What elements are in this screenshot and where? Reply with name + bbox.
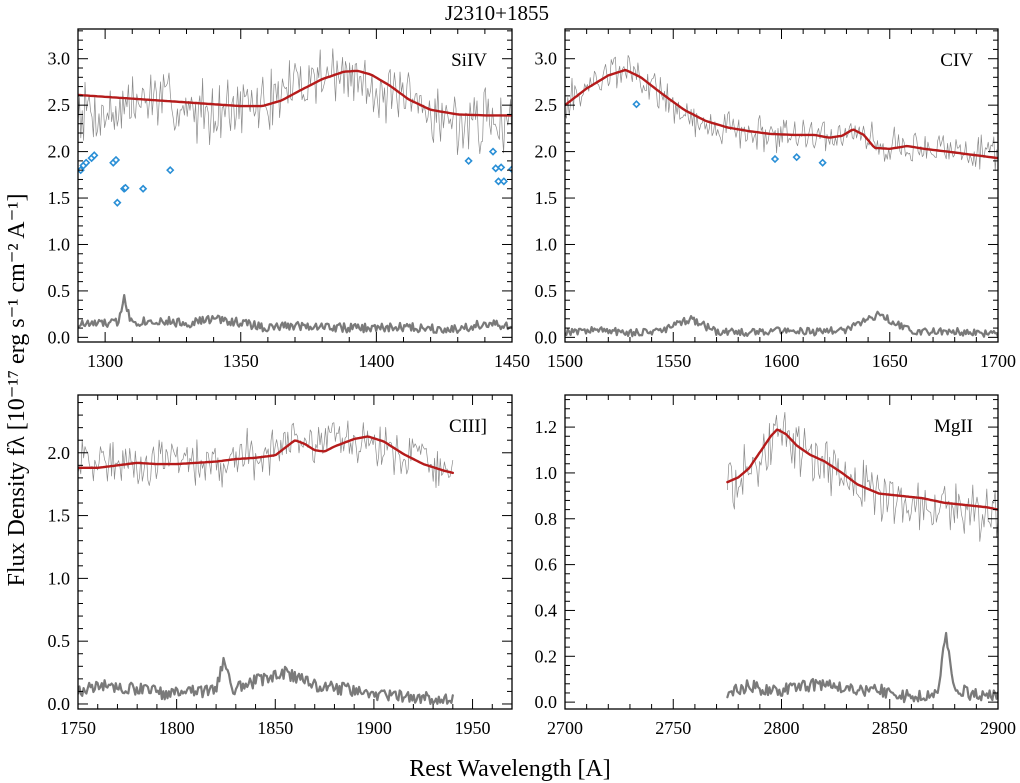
x-tick-label-civ: 1700 [980, 351, 1016, 371]
y-tick-label-mgii: 0.4 [535, 600, 558, 620]
y-tick-label-siiv: 1.0 [48, 234, 71, 254]
siiv-masked-point [499, 177, 508, 186]
panel-ciii: 1750 1800 1850 1900 1950 0.0 0.5 1.0 1.5 2.0 CIII] [48, 394, 513, 738]
x-tick-label-civ: 1500 [547, 351, 583, 371]
x-tick-label-mgii: 2900 [980, 718, 1016, 738]
siiv-masked-point [113, 198, 122, 207]
siiv-spectrum-line [78, 48, 512, 156]
y-tick-label-civ: 1.0 [535, 234, 558, 254]
y-tick-label-mgii: 0.6 [535, 555, 558, 575]
plot-area-mgii [726, 411, 998, 704]
y-tick-label-ciii: 1.0 [48, 568, 71, 588]
y-tick-label-civ: 0.0 [535, 327, 558, 347]
x-tick-label-civ: 1600 [764, 351, 800, 371]
y-tick-label-civ: 0.5 [535, 281, 558, 301]
panel-label-civ: CIV [940, 50, 973, 71]
y-axis-label: Flux Density fλ [10⁻¹⁷ erg s⁻¹ cm⁻² A⁻¹] [4, 194, 30, 587]
siiv-masked-point [111, 155, 121, 165]
y-tick-label-siiv: 0.0 [48, 327, 71, 347]
plot-area-ciii [78, 420, 454, 706]
panel-frame-civ [564, 28, 999, 343]
y-tick-label-ciii: 0.0 [48, 694, 71, 714]
y-tick-label-siiv: 3.0 [48, 49, 71, 69]
siiv-masked-point [90, 151, 99, 160]
siiv-error-line [78, 294, 512, 334]
y-tick-label-mgii: 0.8 [535, 509, 558, 529]
x-tick-label-ciii: 1850 [257, 718, 293, 738]
siiv-masked-point [488, 147, 498, 156]
y-tick-label-siiv: 2.0 [48, 142, 71, 162]
panel-frame-ciii [77, 394, 513, 710]
mgii-error-line [726, 631, 998, 704]
panel-label-ciii: CIII] [449, 416, 487, 437]
x-tick-label-mgii: 2700 [547, 718, 583, 738]
civ-masked-point [770, 154, 780, 164]
ciii-model-line [78, 435, 454, 475]
siiv-model-line [78, 69, 512, 117]
mgii-model-line [726, 428, 998, 511]
panel-mgii: 2700 2750 2800 2850 2900 0.0 0.2 0.4 0.6 0.8 1.0 1.… [535, 394, 1016, 738]
siiv-masked-point [464, 156, 473, 166]
x-tick-label-ciii: 1950 [455, 718, 491, 738]
y-tick-label-siiv: 1.5 [48, 188, 71, 208]
siiv-masked-point [121, 183, 130, 192]
siiv-masked-point [494, 177, 503, 186]
siiv-masked-point [166, 166, 175, 175]
x-tick-label-civ: 1650 [872, 351, 908, 371]
civ-model-line [565, 68, 998, 160]
siiv-masked-point [82, 158, 91, 167]
y-tick-label-mgii: 1.0 [535, 463, 558, 483]
civ-masked-point [818, 158, 827, 167]
y-tick-label-siiv: 0.5 [48, 281, 71, 301]
siiv-masked-point [491, 164, 500, 173]
x-tick-label-siiv: 1400 [358, 351, 394, 371]
siiv-masked-point [497, 163, 506, 172]
x-tick-label-mgii: 2850 [872, 718, 908, 738]
y-tick-label-civ: 2.5 [535, 95, 558, 115]
plot-area-civ [565, 55, 998, 338]
siiv-masked-point [507, 165, 512, 174]
mgii-spectrum-line [727, 411, 998, 542]
panel-siiv: 1300 1350 1400 1450 0.0 0.5 1.0 1.5 2.0 2.5 3.0 SiI… [48, 28, 530, 371]
y-tick-label-mgii: 0.0 [535, 692, 558, 712]
ciii-spectrum-line [78, 420, 454, 488]
civ-masked-point [632, 100, 641, 109]
y-tick-label-ciii: 0.5 [48, 631, 71, 651]
panel-label-mgii: MgII [934, 416, 973, 437]
x-tick-label-siiv: 1450 [494, 351, 530, 371]
y-tick-label-mgii: 0.2 [535, 646, 558, 666]
y-tick-label-siiv: 2.5 [48, 95, 71, 115]
siiv-masked-point [138, 184, 148, 193]
x-axis-label: Rest Wavelength [A] [409, 756, 611, 782]
x-tick-label-mgii: 2750 [655, 718, 691, 738]
y-tick-label-mgii: 1.2 [535, 417, 558, 437]
ciii-error-line [78, 656, 454, 706]
panel-label-siiv: SiIV [451, 50, 487, 71]
x-tick-label-ciii: 1800 [159, 718, 195, 738]
figure-title: J2310+1855 [445, 1, 549, 25]
x-tick-label-siiv: 1350 [223, 351, 259, 371]
civ-masked-point [792, 153, 801, 162]
plot-area-siiv [78, 48, 512, 334]
x-tick-label-mgii: 2800 [764, 718, 800, 738]
y-tick-label-civ: 2.0 [535, 142, 558, 162]
x-tick-label-ciii: 1900 [356, 718, 392, 738]
x-tick-label-civ: 1550 [655, 351, 691, 371]
y-tick-label-civ: 1.5 [535, 188, 558, 208]
y-tick-label-ciii: 1.5 [48, 506, 71, 526]
x-tick-label-siiv: 1300 [87, 351, 123, 371]
x-tick-label-ciii: 1750 [60, 718, 96, 738]
y-tick-label-ciii: 2.0 [48, 443, 71, 463]
panel-civ: 1500 1550 1600 1650 1700 0.0 0.5 1.0 1.5 2.0 2.5 3.… [535, 28, 1016, 371]
y-tick-label-civ: 3.0 [535, 49, 558, 69]
